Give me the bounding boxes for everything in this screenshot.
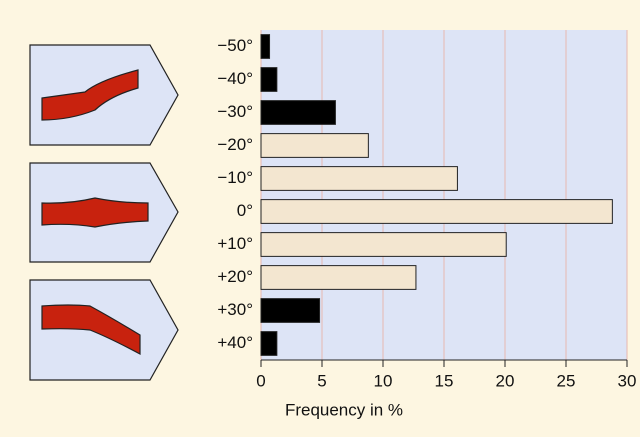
bar bbox=[261, 134, 368, 158]
x-tick-label: 25 bbox=[557, 371, 576, 390]
y-tick-label: +40° bbox=[217, 333, 253, 352]
y-tick-label: −50° bbox=[217, 36, 253, 55]
y-tick-label: −40° bbox=[217, 69, 253, 88]
bar bbox=[261, 332, 277, 356]
bar bbox=[261, 266, 416, 290]
bar bbox=[261, 35, 270, 59]
chart: Frequency in % 0 5 10 15 20 25 30 −50° −40° −30° −… bbox=[0, 0, 640, 437]
y-tick-label: −20° bbox=[217, 135, 253, 154]
y-tick-label: −30° bbox=[217, 102, 253, 121]
illustrations bbox=[30, 45, 178, 380]
x-tick-label: 30 bbox=[618, 371, 637, 390]
y-tick-label: −10° bbox=[217, 168, 253, 187]
x-tick-label: 5 bbox=[317, 371, 326, 390]
bar bbox=[261, 101, 335, 125]
x-tick-label: 20 bbox=[496, 371, 515, 390]
bar bbox=[261, 200, 612, 224]
x-axis-label: Frequency in % bbox=[285, 400, 403, 419]
x-tick-label: 10 bbox=[374, 371, 393, 390]
bar bbox=[261, 68, 277, 92]
x-tick-label: 15 bbox=[435, 371, 454, 390]
bar bbox=[261, 233, 506, 257]
y-tick-label: 0° bbox=[237, 201, 253, 220]
y-tick-label: +10° bbox=[217, 234, 253, 253]
y-tick-label: +20° bbox=[217, 267, 253, 286]
bar bbox=[261, 299, 320, 323]
x-tick-label: 0 bbox=[256, 371, 265, 390]
bar bbox=[261, 167, 457, 191]
y-tick-label: +30° bbox=[217, 300, 253, 319]
